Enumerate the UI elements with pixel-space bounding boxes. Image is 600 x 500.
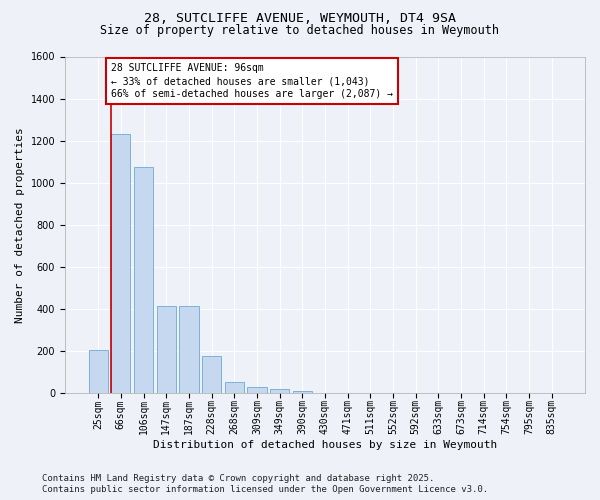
Bar: [202, 356, 221, 393]
Bar: [293, 391, 312, 393]
X-axis label: Distribution of detached houses by size in Weymouth: Distribution of detached houses by size …: [153, 440, 497, 450]
Bar: [247, 386, 266, 393]
Bar: [179, 306, 199, 393]
Text: Size of property relative to detached houses in Weymouth: Size of property relative to detached ho…: [101, 24, 499, 37]
Bar: [89, 350, 108, 393]
Y-axis label: Number of detached properties: Number of detached properties: [15, 127, 25, 322]
Bar: [111, 134, 130, 393]
Bar: [134, 167, 153, 393]
Bar: [270, 389, 289, 393]
Text: Contains HM Land Registry data © Crown copyright and database right 2025.
Contai: Contains HM Land Registry data © Crown c…: [42, 474, 488, 494]
Text: 28 SUTCLIFFE AVENUE: 96sqm
← 33% of detached houses are smaller (1,043)
66% of s: 28 SUTCLIFFE AVENUE: 96sqm ← 33% of deta…: [112, 63, 394, 99]
Bar: [157, 306, 176, 393]
Bar: [224, 382, 244, 393]
Text: 28, SUTCLIFFE AVENUE, WEYMOUTH, DT4 9SA: 28, SUTCLIFFE AVENUE, WEYMOUTH, DT4 9SA: [144, 12, 456, 25]
